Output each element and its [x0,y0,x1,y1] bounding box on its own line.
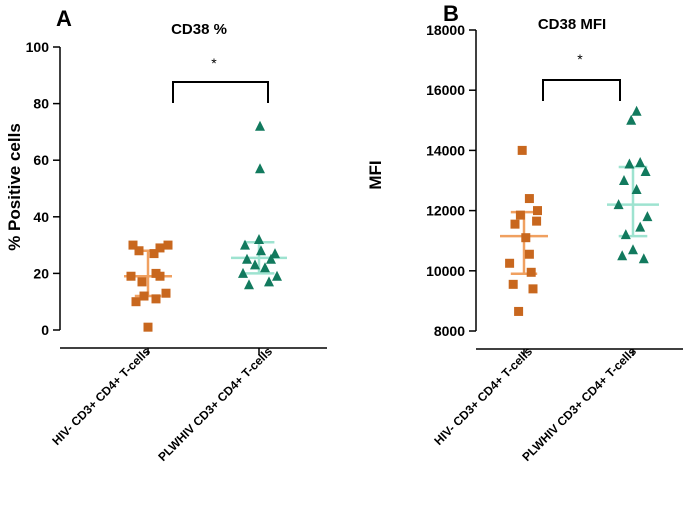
panel-b-y-tick-label: 16000 [426,82,465,98]
panel-b-series-1-point [521,233,531,243]
panel-a-y-axis-label: % Positive cells [5,123,24,251]
panel-a-category-label: PLWHIV CD3+ CD4+ T-cells [155,344,275,464]
panel-b-series-1-point [533,206,542,216]
panel-a-series-1-point [128,240,138,250]
panel-b-series-2-point [626,114,637,125]
panel-a-series-2-point [264,276,274,287]
panel-b-significance: * [577,51,583,67]
panel-a-title: CD38 % [171,21,227,38]
panel-b-series-2-point [624,158,635,169]
panel-a-series-2-point [255,163,265,174]
panel-b-series-1-point [517,145,527,155]
panel-b-series-2-point [635,221,646,232]
panel-a-series-1-point [126,271,136,281]
panel-b-y-tick-label: 14000 [426,142,465,158]
panel-b-significance-bracket [542,79,621,101]
panel-b-series-2-point [635,156,646,167]
panel-b-series-2-point [640,165,651,176]
panel-a-series-1-point [143,322,153,332]
panel-a-series-1-point [137,277,147,287]
panel-a-series-2-point [270,248,280,259]
panel-b-series-2-point [631,105,642,116]
panel-b-series-2-point [619,175,629,185]
panel-b-series-2-point [628,244,638,255]
panel-b-y-tick-label: 8000 [434,323,465,339]
panel-b-series-2-point [620,229,631,240]
panel-a-series-2-point [238,267,248,278]
panel-a-significance: * [211,55,217,71]
panel-a-series-2-point [250,259,260,270]
panel-b-series-2-point [631,184,642,195]
panel-a-y-tick-label: 60 [33,152,49,168]
panel-a-category-label: HIV- CD3+ CD4+ T-cells [49,344,153,448]
panel-b-series-1-point [515,210,525,220]
panel-b-series-1-point [514,306,524,316]
panel-a-series-2-point [272,270,282,281]
panel-b-category-label: HIV- CD3+ CD4+ T-cells [431,344,535,448]
panel-b-series-2-point [613,199,624,210]
panel-a-y-tick-label: 0 [41,322,49,338]
panel-a-series-1-point [149,249,159,259]
panel-b-title: CD38 MFI [538,16,606,33]
panel-a-series-2-point [240,239,250,250]
panel-a-series-1-point [161,288,171,298]
panel-a-series-1-point [155,243,165,253]
panel-b-y-tick-label: 12000 [426,203,465,219]
panel-b-category-label: PLWHIV CD3+ CD4+ T-cells [519,344,639,464]
panel-b-y-tick-label: 10000 [426,263,465,279]
panel-b: B CD38 MFI MFI * 8000 10000 12000 14000 1600… [366,1,683,464]
panel-b-letter: B [443,1,459,26]
panel-a-y-tick-label: 100 [26,39,50,55]
panel-a-significance-bracket [172,81,269,103]
panel-b-series-2-point [638,253,649,264]
panel-b-y-tick-label: 18000 [426,22,465,38]
panel-a-series-2-point [255,120,265,131]
panel-a: A CD38 % % Positive cells * 0 20 40 60 80 100… [5,6,327,464]
panel-a-series-2-point [242,253,252,264]
panel-a-y-tick-label: 40 [33,209,49,225]
panel-a-series-1-point [151,268,161,278]
panel-a-series-1-point [163,240,173,250]
panel-b-series-1-point [526,267,536,277]
panel-a-series-2-point [256,245,266,256]
panel-b-series-1-point [528,284,538,294]
panel-a-series-1-point [131,297,141,307]
panel-b-series-1-point [524,194,534,204]
panel-a-series-1-point [139,291,149,301]
panel-b-series-1-point [510,219,520,229]
panel-a-series-1-point [134,246,144,256]
panel-a-series-2-point [254,233,264,244]
panel-a-y-tick-label: 80 [33,96,49,112]
panel-a-series-2-point [244,279,254,290]
panel-b-series-1-point [524,249,534,259]
panel-a-series-2-point [266,253,276,264]
panel-b-series-2-point [617,250,628,261]
panel-b-series-1-point [505,258,515,268]
panel-a-series-1-point [151,294,161,304]
panel-b-series-1-point [508,279,518,289]
panel-a-letter: A [56,6,72,31]
panel-a-y-tick-label: 20 [33,265,49,281]
panel-b-y-axis-label: MFI [366,160,385,189]
panel-b-series-2-point [642,211,653,222]
panel-b-series-1-point [532,216,542,226]
panel-a-series-2-point [260,262,270,273]
